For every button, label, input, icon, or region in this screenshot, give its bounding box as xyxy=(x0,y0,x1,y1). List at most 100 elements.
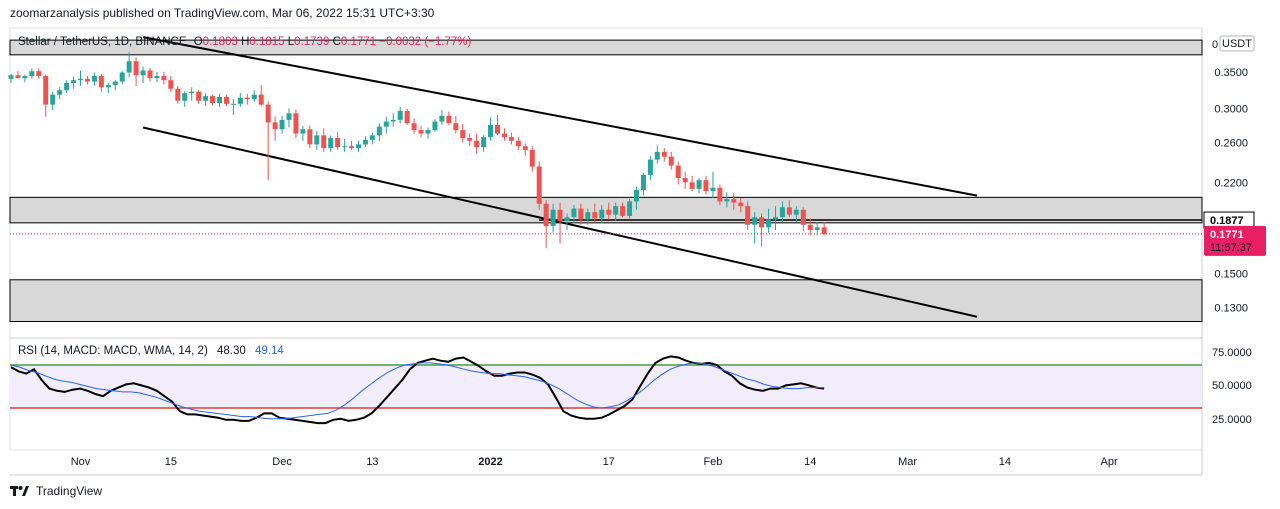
published-caption: zoomarzanalysis published on TradingView… xyxy=(10,6,435,20)
candle xyxy=(627,199,633,219)
candle xyxy=(279,115,285,134)
candle-body xyxy=(189,91,195,94)
price-tick-label: 0.1300 xyxy=(1214,302,1248,314)
time-tick-label: 2022 xyxy=(478,456,502,468)
candle xyxy=(237,93,243,107)
candle xyxy=(446,111,452,125)
candle xyxy=(745,201,751,231)
candle xyxy=(147,67,153,82)
candle xyxy=(57,87,63,100)
candle-body xyxy=(585,212,591,220)
rsi-band xyxy=(10,365,1202,408)
candle xyxy=(467,133,473,147)
candle-body xyxy=(724,199,730,202)
candle xyxy=(50,91,56,111)
candle-body xyxy=(237,97,243,104)
high-value: 0.1815 xyxy=(249,36,285,48)
candle-body xyxy=(258,94,264,105)
rsi-title[interactable]: RSI (14, MACD: MACD, WMA, 14, 2) xyxy=(18,345,208,357)
rsi-value: 48.30 xyxy=(216,345,246,357)
candle-body xyxy=(182,93,188,101)
time-tick-label: Nov xyxy=(71,456,91,468)
candle-body xyxy=(710,187,716,192)
candle-body xyxy=(508,137,514,141)
candle xyxy=(675,161,681,185)
symbol-legend: Stellar / TetherUS, 1D, BINANCE O0.1803 … xyxy=(18,36,471,48)
symbol-name[interactable]: Stellar / TetherUS, 1D, BINANCE xyxy=(18,36,187,48)
candle xyxy=(696,177,702,194)
candle-body xyxy=(203,96,209,101)
price-tick-label: 0.1500 xyxy=(1214,268,1248,280)
candle xyxy=(488,117,494,141)
candle-body xyxy=(244,97,250,100)
time-tick-label: 14 xyxy=(804,456,816,468)
candle xyxy=(182,90,188,107)
candle xyxy=(43,74,49,117)
candle xyxy=(634,186,639,210)
time-tick-label: 14 xyxy=(999,456,1011,468)
candle-body xyxy=(328,138,334,149)
candle xyxy=(793,206,799,223)
candle xyxy=(439,110,445,125)
candle-body xyxy=(661,151,667,157)
candle-body xyxy=(383,121,389,127)
candle-body xyxy=(550,209,556,227)
price-tick-label: 0.2200 xyxy=(1214,177,1248,189)
candle-body xyxy=(98,75,104,88)
candle xyxy=(620,202,626,218)
candle xyxy=(543,200,549,248)
candle xyxy=(22,74,28,83)
candle xyxy=(738,197,744,213)
candle xyxy=(717,184,723,205)
candle-body xyxy=(36,71,42,76)
candle xyxy=(105,82,111,94)
candle-body xyxy=(119,72,125,82)
candle xyxy=(640,172,646,196)
rsi-tick-label: 25.0000 xyxy=(1212,414,1252,426)
candle-body xyxy=(425,130,431,134)
candle xyxy=(807,218,813,236)
candle-body xyxy=(133,61,139,76)
tradingview-footer[interactable]: TradingView xyxy=(10,484,102,498)
candle xyxy=(356,140,361,152)
candle-body xyxy=(460,130,466,139)
candle xyxy=(119,71,125,85)
candle xyxy=(126,52,132,78)
candle-body xyxy=(571,208,577,218)
candle xyxy=(453,115,459,134)
open-label: O xyxy=(193,36,203,48)
candle-body xyxy=(814,227,820,231)
price-tick-label: 0 xyxy=(1212,39,1218,51)
candle-body xyxy=(647,159,653,175)
level-tag-label: 0.1877 xyxy=(1210,215,1244,227)
candle xyxy=(786,200,792,218)
candle xyxy=(189,87,195,101)
candle-body xyxy=(773,217,778,220)
candle-body xyxy=(126,61,132,73)
time-tick-label: Feb xyxy=(703,456,722,468)
candle xyxy=(230,99,236,115)
candle xyxy=(731,193,737,210)
candle-body xyxy=(43,75,49,105)
candle xyxy=(342,138,348,152)
candle xyxy=(661,148,667,162)
candle-body xyxy=(321,135,327,149)
candle-body xyxy=(703,180,709,192)
time-tick-label: 15 xyxy=(165,456,177,468)
currency-badge[interactable] xyxy=(1219,35,1255,52)
candle-body xyxy=(105,85,111,88)
candle xyxy=(293,109,299,139)
candle-body xyxy=(522,146,528,150)
candle-body xyxy=(168,80,174,89)
candle xyxy=(175,85,181,104)
candle-body xyxy=(279,119,285,130)
currency-label: USDT xyxy=(1222,38,1252,50)
open-value: 0.1803 xyxy=(202,36,238,48)
candle xyxy=(773,206,778,231)
footer-brand: TradingView xyxy=(36,484,103,498)
candle xyxy=(376,123,382,141)
candle xyxy=(64,80,70,94)
rsi-legend: RSI (14, MACD: MACD, WMA, 14, 2) 48.30 4… xyxy=(18,345,284,357)
candle-body xyxy=(300,129,306,134)
